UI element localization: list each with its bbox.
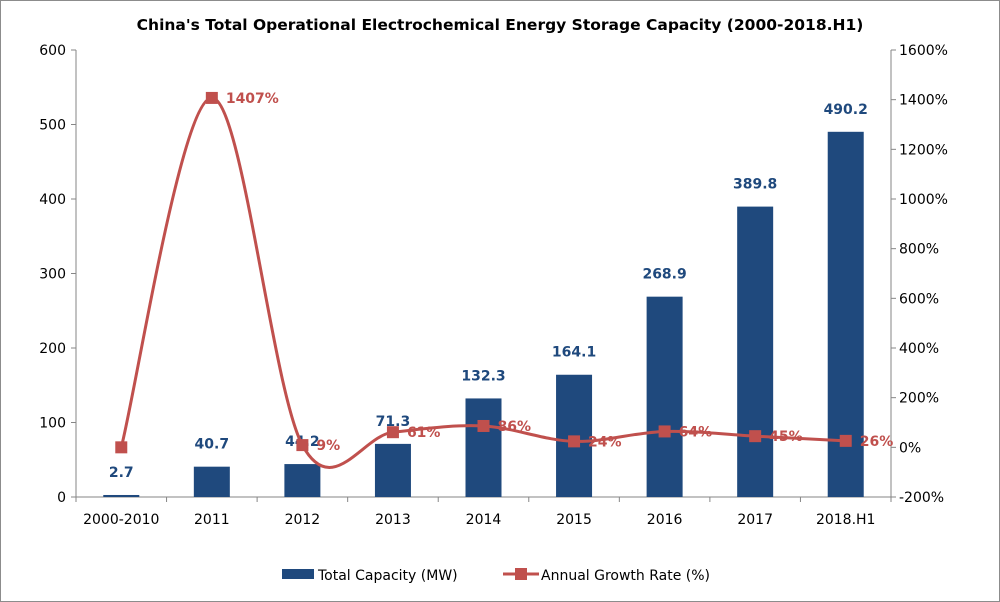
right-tick-label: 1400% <box>899 93 948 109</box>
growth-data-label: 86% <box>498 419 532 435</box>
growth-data-label: 45% <box>769 429 803 445</box>
bar-data-label: 490.2 <box>824 102 868 118</box>
x-tick-label: 2013 <box>375 512 411 528</box>
growth-marker <box>205 91 218 104</box>
growth-marker <box>749 430 762 443</box>
right-tick-label: 400% <box>899 341 939 357</box>
left-tick-label: 200 <box>39 341 66 357</box>
bar <box>103 494 140 497</box>
legend-bar-swatch <box>282 569 314 579</box>
bar <box>465 398 502 497</box>
growth-marker <box>386 426 399 439</box>
growth-data-label: 1407% <box>226 91 279 107</box>
chart-title: China's Total Operational Electrochemica… <box>136 16 864 34</box>
x-tick-label: 2011 <box>194 512 230 528</box>
bar-data-label: 132.3 <box>461 368 505 384</box>
right-tick-label: 200% <box>899 391 939 407</box>
left-tick-label: 600 <box>39 43 66 59</box>
bar-data-label: 164.1 <box>552 345 596 361</box>
x-tick-label: 2014 <box>466 512 502 528</box>
x-tick-label: 2012 <box>285 512 321 528</box>
growth-data-label: 64% <box>679 424 713 440</box>
x-tick-label: 2016 <box>647 512 683 528</box>
legend-bar-label: Total Capacity (MW) <box>317 568 458 584</box>
right-tick-label: 600% <box>899 291 939 307</box>
right-tick-label: 800% <box>899 242 939 258</box>
x-tick-label: 2018.H1 <box>816 512 876 528</box>
growth-marker <box>115 441 128 454</box>
growth-data-label: 9% <box>316 438 340 454</box>
bar-data-label: 389.8 <box>733 177 777 193</box>
bar-data-label: 2.7 <box>109 465 134 481</box>
left-tick-label: 300 <box>39 267 66 283</box>
legend-line-marker <box>515 568 527 580</box>
left-tick-label: 500 <box>39 118 66 134</box>
x-tick-label: 2000-2010 <box>83 512 159 528</box>
right-tick-label: 0% <box>899 440 921 456</box>
bar <box>284 464 321 497</box>
bar <box>374 443 411 497</box>
growth-marker <box>839 434 852 447</box>
bar <box>737 206 774 497</box>
x-tick-label: 2015 <box>556 512 592 528</box>
growth-data-label: 61% <box>407 425 441 441</box>
right-tick-label: 1000% <box>899 192 948 208</box>
growth-marker <box>568 435 581 448</box>
right-tick-label: -200% <box>899 490 944 506</box>
bar-data-label: 268.9 <box>642 267 686 283</box>
legend-line-label: Annual Growth Rate (%) <box>541 568 710 584</box>
growth-data-label: 24% <box>588 434 622 450</box>
growth-marker <box>658 425 671 438</box>
growth-data-label: 26% <box>860 434 894 450</box>
bar <box>646 296 683 497</box>
x-tick-label: 2017 <box>737 512 773 528</box>
growth-marker <box>477 419 490 432</box>
right-tick-label: 1200% <box>899 142 948 158</box>
bar <box>193 466 230 497</box>
left-tick-label: 400 <box>39 192 66 208</box>
bar-data-label: 40.7 <box>195 437 230 453</box>
left-tick-label: 0 <box>57 490 66 506</box>
growth-marker <box>296 439 309 452</box>
left-tick-label: 100 <box>39 416 66 432</box>
right-tick-label: 1600% <box>899 43 948 59</box>
bar-data-label: 71.3 <box>376 414 411 430</box>
